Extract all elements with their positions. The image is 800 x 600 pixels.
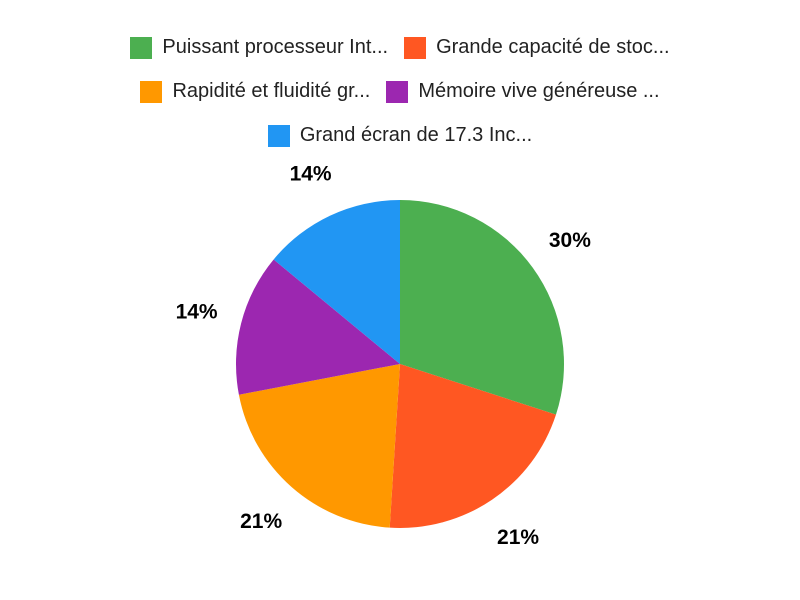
pie-slice-4[interactable] — [235, 259, 400, 395]
legend-swatch-purple — [386, 80, 409, 103]
legend-swatch-green — [130, 36, 153, 59]
slice-percent-label-5: 14% — [290, 162, 332, 185]
legend-item-rapidite-fluidite[interactable]: Rapidité et fluidité gr... — [140, 80, 370, 103]
legend-swatch-deep-orange — [404, 36, 427, 59]
pie-slice-3[interactable] — [238, 364, 400, 528]
pie-slice-5[interactable] — [273, 200, 400, 364]
pie-slice-1[interactable] — [400, 200, 564, 415]
legend-item-memoire-vive[interactable]: Mémoire vive généreuse ... — [386, 80, 660, 103]
legend-label: Rapidité et fluidité gr... — [172, 80, 371, 102]
legend-label: Mémoire vive généreuse ... — [418, 80, 660, 102]
legend-label: Grand écran de 17.3 Inc... — [299, 124, 533, 146]
legend-label: Puissant processeur Int... — [162, 36, 389, 58]
legend-row-2: Rapidité et fluidité gr... Mémoire vive … — [140, 80, 660, 103]
legend-row-1: Puissant processeur Int... Grande capaci… — [130, 36, 670, 59]
legend: Puissant processeur Int... Grande capaci… — [0, 36, 800, 168]
slice-percent-label-4: 14% — [176, 300, 218, 323]
legend-item-grand-ecran[interactable]: Grand écran de 17.3 Inc... — [267, 124, 533, 147]
slice-percent-label-2: 21% — [497, 526, 539, 549]
legend-row-3: Grand écran de 17.3 Inc... — [267, 124, 533, 147]
pie-slice-2[interactable] — [389, 364, 556, 528]
slice-percent-label-3: 21% — [240, 510, 282, 533]
legend-item-grande-capacite[interactable]: Grande capacité de stoc... — [404, 36, 670, 59]
legend-swatch-orange — [140, 80, 163, 103]
legend-item-puissant-processeur[interactable]: Puissant processeur Int... — [130, 36, 388, 59]
slice-percent-label-1: 30% — [549, 229, 591, 252]
legend-swatch-blue — [267, 124, 290, 147]
legend-label: Grande capacité de stoc... — [436, 36, 670, 58]
